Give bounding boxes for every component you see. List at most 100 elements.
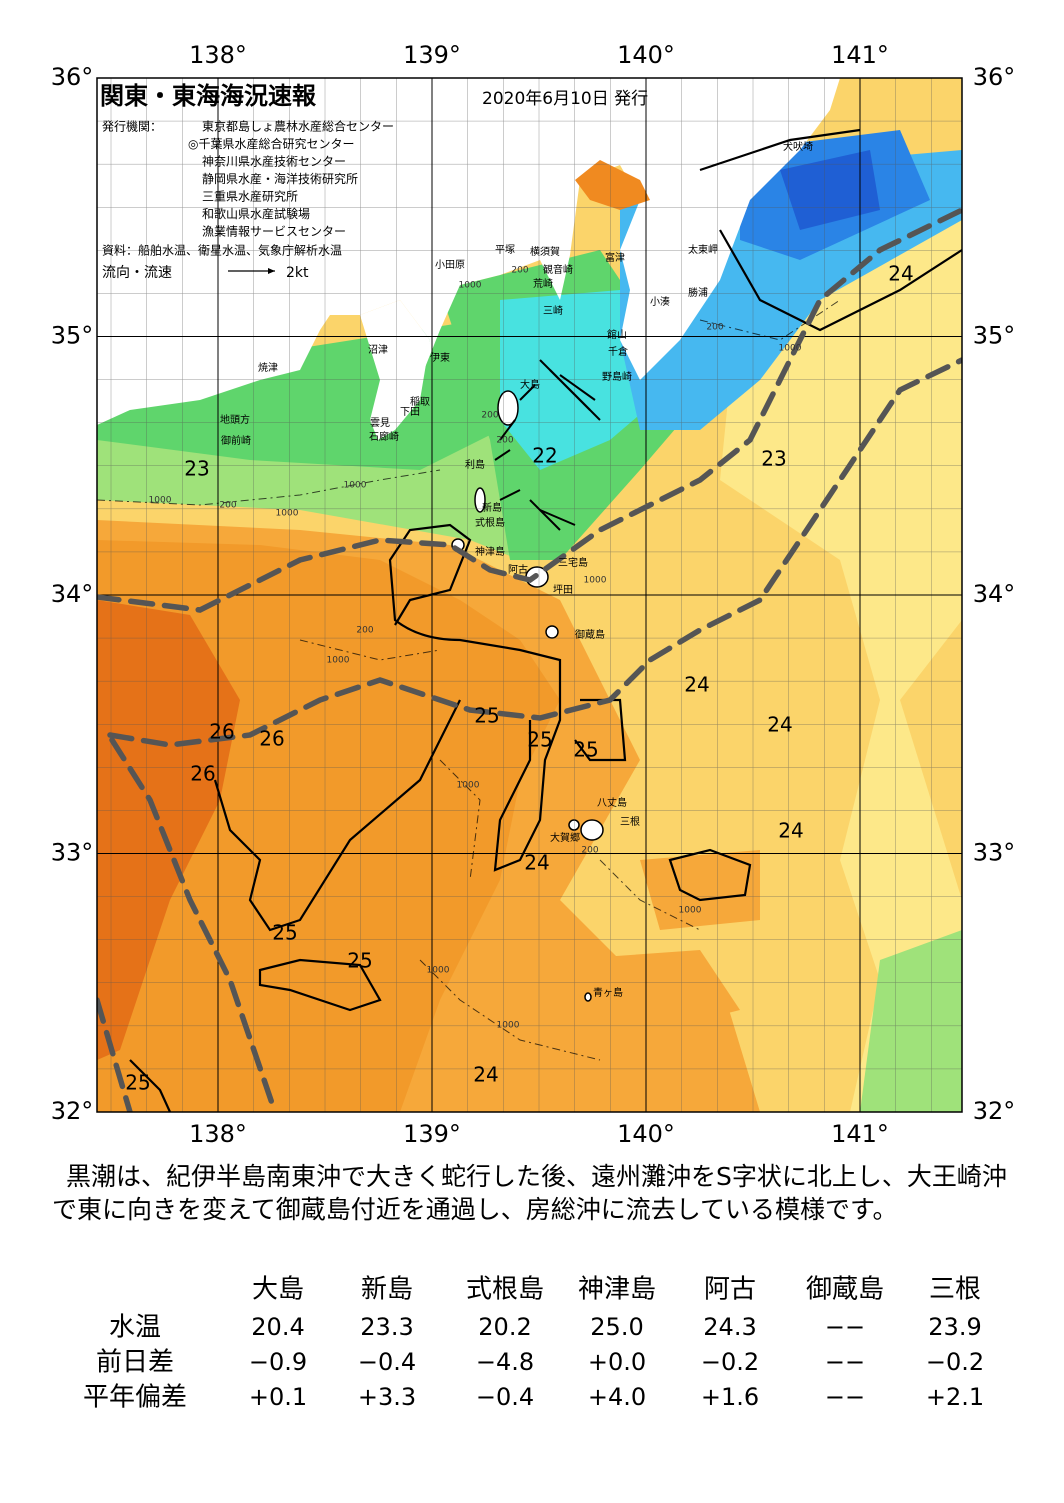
lon-label-top: 138° bbox=[189, 41, 247, 69]
place-name: 横須賀 bbox=[530, 245, 560, 258]
depth-label: 200 bbox=[581, 846, 598, 856]
table-cell: −0.2 bbox=[701, 1348, 759, 1376]
table-cell: −0.9 bbox=[249, 1348, 307, 1376]
place-name: 坪田 bbox=[553, 583, 573, 596]
temperature-label: 25 bbox=[272, 921, 297, 945]
sea bbox=[97, 78, 962, 1112]
table-header: 大島 bbox=[252, 1275, 304, 1305]
summary: 黒潮は、紀伊半島南東沖で大きく蛇行した後、遠州灘沖をS字状に北上し、大王崎沖で東… bbox=[52, 1162, 1007, 1224]
issuer-label: 発行機関： bbox=[102, 119, 162, 134]
place-name: 沼津 bbox=[368, 343, 388, 356]
depth-label: 1000 bbox=[459, 281, 482, 291]
place-name: 大賀郷 bbox=[550, 831, 580, 844]
depth-label: 1000 bbox=[327, 656, 350, 666]
place-name: 荒崎 bbox=[533, 277, 553, 290]
place-name: 三宅島 bbox=[558, 556, 588, 569]
place-name: 野島崎 bbox=[602, 370, 632, 383]
temperature-label: 25 bbox=[474, 704, 499, 728]
table-cell: 23.3 bbox=[360, 1313, 413, 1341]
depth-label: 1000 bbox=[679, 906, 702, 916]
place-name: 式根島 bbox=[475, 516, 505, 529]
place-name: 新島 bbox=[482, 501, 502, 514]
temperature-label: 23 bbox=[761, 447, 786, 471]
depth-label: 1000 bbox=[497, 1021, 520, 1031]
temperature-label: 24 bbox=[524, 851, 549, 875]
source: 資料：船舶水温、衛星水温、気象庁解析水温 bbox=[102, 243, 342, 258]
table-cell: −0.4 bbox=[476, 1383, 534, 1411]
place-name: 大島 bbox=[520, 378, 540, 391]
place-name: 利島 bbox=[465, 458, 485, 471]
lat-label-left: 34° bbox=[51, 580, 94, 608]
place-name: 館山 bbox=[607, 328, 627, 341]
place-name: 下田 bbox=[400, 407, 420, 418]
temperature-label: 25 bbox=[347, 949, 372, 973]
table-cell: 20.4 bbox=[251, 1313, 304, 1341]
table-header: 三根 bbox=[929, 1275, 981, 1305]
issue-date: 2020年6月10日 発行 bbox=[482, 89, 648, 109]
depth-label: 200 bbox=[356, 626, 373, 636]
legend-label: 流向・流速 bbox=[102, 265, 172, 281]
table-cell: +4.0 bbox=[588, 1383, 646, 1411]
table-cell: 24.3 bbox=[703, 1313, 756, 1341]
place-name: 御前崎 bbox=[221, 434, 251, 447]
table-cell: 20.2 bbox=[478, 1313, 531, 1341]
depth-label: 200 bbox=[706, 323, 723, 333]
place-name: 小田原 bbox=[435, 259, 465, 271]
depth-label: 1000 bbox=[149, 496, 172, 506]
map-frame bbox=[96, 77, 963, 1113]
table-cell: −4.8 bbox=[476, 1348, 534, 1376]
place-name: 観音崎 bbox=[543, 263, 573, 276]
place-name: 三崎 bbox=[543, 304, 563, 317]
depth-label: 1000 bbox=[276, 509, 299, 519]
place-name: 地頭方 bbox=[220, 413, 250, 426]
temperature-label: 24 bbox=[888, 262, 913, 286]
table-cell: 23.9 bbox=[928, 1313, 981, 1341]
place-name: 焼津 bbox=[258, 362, 278, 374]
place-name: 伊東 bbox=[430, 351, 450, 364]
temperature-label: 26 bbox=[190, 762, 215, 786]
lon-label-top: 139° bbox=[403, 41, 461, 69]
issuer: 漁業情報サービスセンター bbox=[202, 225, 346, 239]
temperature-label: 23 bbox=[184, 457, 209, 481]
table-cell: −0.4 bbox=[358, 1348, 416, 1376]
temperature-label: 24 bbox=[473, 1063, 498, 1087]
issuer: 三重県水産研究所 bbox=[202, 189, 298, 204]
temperature-label: 24 bbox=[684, 673, 709, 697]
place-name: 千倉 bbox=[608, 345, 628, 358]
depth-label: 200 bbox=[481, 411, 498, 421]
table-header: 新島 bbox=[361, 1275, 413, 1305]
row-label: 水温 bbox=[109, 1313, 161, 1343]
place-name: 太東岬 bbox=[688, 243, 718, 256]
legend-speed: 2kt bbox=[286, 265, 309, 281]
temperature-label: 24 bbox=[767, 713, 792, 737]
table-header: 御蔵島 bbox=[806, 1275, 884, 1305]
lat-label-right: 34° bbox=[973, 580, 1016, 608]
lat-label-left: 35° bbox=[51, 322, 94, 350]
issuer: ◎千葉県水産総合研究センター bbox=[188, 136, 354, 151]
depth-label: 1000 bbox=[457, 781, 480, 791]
place-name: 平塚 bbox=[495, 244, 515, 256]
title: 関東・東海海況速報 bbox=[100, 82, 317, 110]
temperature-label: 25 bbox=[527, 728, 552, 752]
place-name: 三根 bbox=[620, 815, 640, 828]
row-label: 前日差 bbox=[96, 1348, 174, 1378]
temperature-label: 25 bbox=[125, 1071, 150, 1095]
place-name: 八丈島 bbox=[597, 796, 627, 809]
lat-label-right: 35° bbox=[973, 322, 1016, 350]
place-name: 小湊 bbox=[650, 295, 670, 308]
table-cell: +2.1 bbox=[926, 1383, 984, 1411]
table-cell: −− bbox=[825, 1313, 865, 1341]
table-cell: +3.3 bbox=[358, 1383, 416, 1411]
table-cell: +0.1 bbox=[249, 1383, 307, 1411]
lat-label-right: 32° bbox=[973, 1097, 1016, 1125]
table-cell: +1.6 bbox=[701, 1383, 759, 1411]
lon-label-bottom: 139° bbox=[403, 1120, 461, 1148]
lat-label-right: 36° bbox=[973, 63, 1016, 91]
table-cell: −− bbox=[825, 1383, 865, 1411]
temperature-label: 25 bbox=[573, 738, 598, 762]
lon-label-bottom: 140° bbox=[617, 1120, 675, 1148]
lat-label-left: 36° bbox=[51, 63, 94, 91]
temperature-label: 26 bbox=[209, 720, 234, 744]
table-header: 式根島 bbox=[466, 1275, 544, 1305]
